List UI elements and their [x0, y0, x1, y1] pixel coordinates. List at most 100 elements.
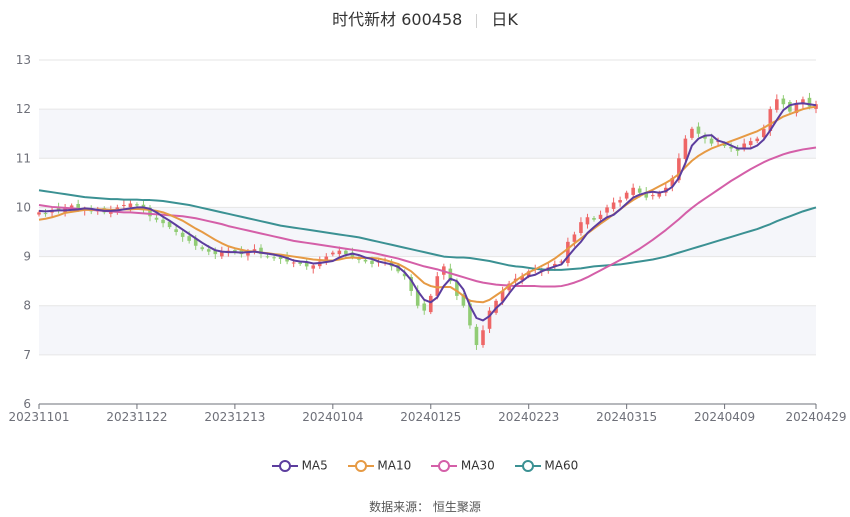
candle-body — [298, 262, 302, 264]
candle-body — [455, 281, 459, 296]
data-source: 数据来源： 恒生聚源 — [369, 500, 481, 514]
candle-body — [788, 102, 792, 112]
candle-body — [337, 250, 342, 255]
x-tick-label: 20240429 — [785, 410, 846, 424]
candle-body — [631, 187, 635, 195]
candle-body — [291, 262, 296, 264]
x-tick-label: 20231213 — [204, 410, 265, 424]
candle-body — [657, 192, 662, 197]
candle-body — [768, 109, 773, 132]
legend-item-ma5[interactable]: MA5 — [271, 458, 328, 473]
candle-body — [696, 126, 701, 134]
candle-body — [585, 217, 590, 225]
candle-body — [180, 232, 185, 237]
candle-body — [755, 138, 760, 142]
candle-body — [566, 241, 570, 263]
y-tick-label: 11 — [16, 151, 31, 165]
candle-body — [520, 276, 524, 281]
legend-marker-ma30 — [431, 459, 458, 472]
candle-body — [775, 99, 779, 110]
candle-body — [402, 273, 407, 277]
legend-label-ma10: MA10 — [377, 458, 412, 473]
candle-body — [409, 276, 413, 291]
candle-body — [683, 138, 688, 160]
candle-body — [611, 202, 616, 209]
legend-item-ma10[interactable]: MA10 — [347, 458, 412, 473]
candle-body — [807, 97, 812, 107]
candle-body — [448, 268, 453, 282]
candle-body — [422, 303, 427, 311]
candle-body — [592, 217, 596, 220]
legend-marker-ma5 — [271, 459, 298, 472]
candle-body — [481, 330, 485, 346]
candle-body — [76, 203, 80, 209]
candle-body — [572, 234, 577, 242]
y-tick-label: 13 — [16, 53, 31, 67]
candle-body — [748, 141, 753, 146]
x-tick-label: 20231101 — [8, 410, 69, 424]
candle-body — [814, 104, 818, 109]
candle-body — [148, 207, 152, 217]
moving-average-lines — [38, 102, 817, 322]
candle-body — [494, 300, 498, 313]
candle-body — [324, 256, 329, 261]
plot-band — [39, 109, 816, 159]
candle-body — [500, 290, 505, 302]
candle-body — [174, 229, 178, 232]
candle-body — [794, 104, 799, 114]
candle-body — [357, 258, 361, 260]
plot-bands — [39, 109, 816, 355]
candle-body — [428, 295, 433, 313]
legend-item-ma60[interactable]: MA60 — [514, 458, 578, 473]
candle-body — [193, 238, 198, 246]
candle-body — [187, 236, 191, 241]
candle-body — [161, 219, 165, 224]
stock-name: 时代新材 600458 — [332, 10, 463, 29]
candle-body — [559, 261, 564, 263]
candle-body — [801, 99, 805, 105]
candle-body — [415, 290, 420, 306]
candle-body — [468, 303, 472, 326]
legend: MA5 MA10 MA30 MA60 — [0, 458, 850, 473]
candle-body — [507, 283, 511, 291]
candle-body — [200, 247, 205, 250]
candle-body — [56, 207, 61, 211]
candle-body — [370, 260, 374, 264]
legend-label-ma30: MA30 — [460, 458, 495, 473]
y-tick-label: 6 — [23, 397, 31, 411]
candle-body — [435, 276, 440, 296]
candle-body — [605, 207, 609, 213]
candle-body — [709, 138, 714, 144]
plot-band — [39, 305, 816, 355]
candle-body — [278, 256, 283, 260]
x-tick-label: 20240125 — [400, 410, 461, 424]
candle-body — [265, 256, 270, 258]
legend-marker-ma10 — [347, 459, 374, 472]
y-tick-label: 7 — [23, 348, 31, 362]
candle-body — [272, 257, 276, 259]
y-tick-label: 8 — [23, 299, 31, 313]
candle-body — [644, 191, 649, 198]
y-tick-label: 9 — [23, 250, 31, 264]
title-separator — [476, 13, 478, 28]
x-tick-label: 20231122 — [106, 410, 167, 424]
legend-marker-ma60 — [514, 459, 541, 472]
legend-item-ma30[interactable]: MA30 — [431, 458, 495, 473]
x-axis: 20231101 20231122 20231213 20240104 20240125… — [8, 403, 847, 424]
x-tick-label: 20240315 — [596, 410, 657, 424]
candle-body — [154, 217, 159, 220]
candle-body — [122, 204, 126, 206]
candle-body — [246, 251, 250, 256]
candle-body — [729, 146, 733, 149]
chart-title: 时代新材 600458 日K — [0, 6, 850, 30]
candle-body — [206, 249, 211, 252]
legend-label-ma5: MA5 — [301, 458, 328, 473]
candle-body — [624, 192, 629, 199]
candle-body — [259, 247, 263, 255]
candle-body — [363, 259, 368, 262]
candle-body — [474, 326, 479, 346]
x-tick-label: 20240223 — [498, 410, 559, 424]
candle-body — [115, 207, 120, 210]
candle-body — [69, 205, 74, 208]
